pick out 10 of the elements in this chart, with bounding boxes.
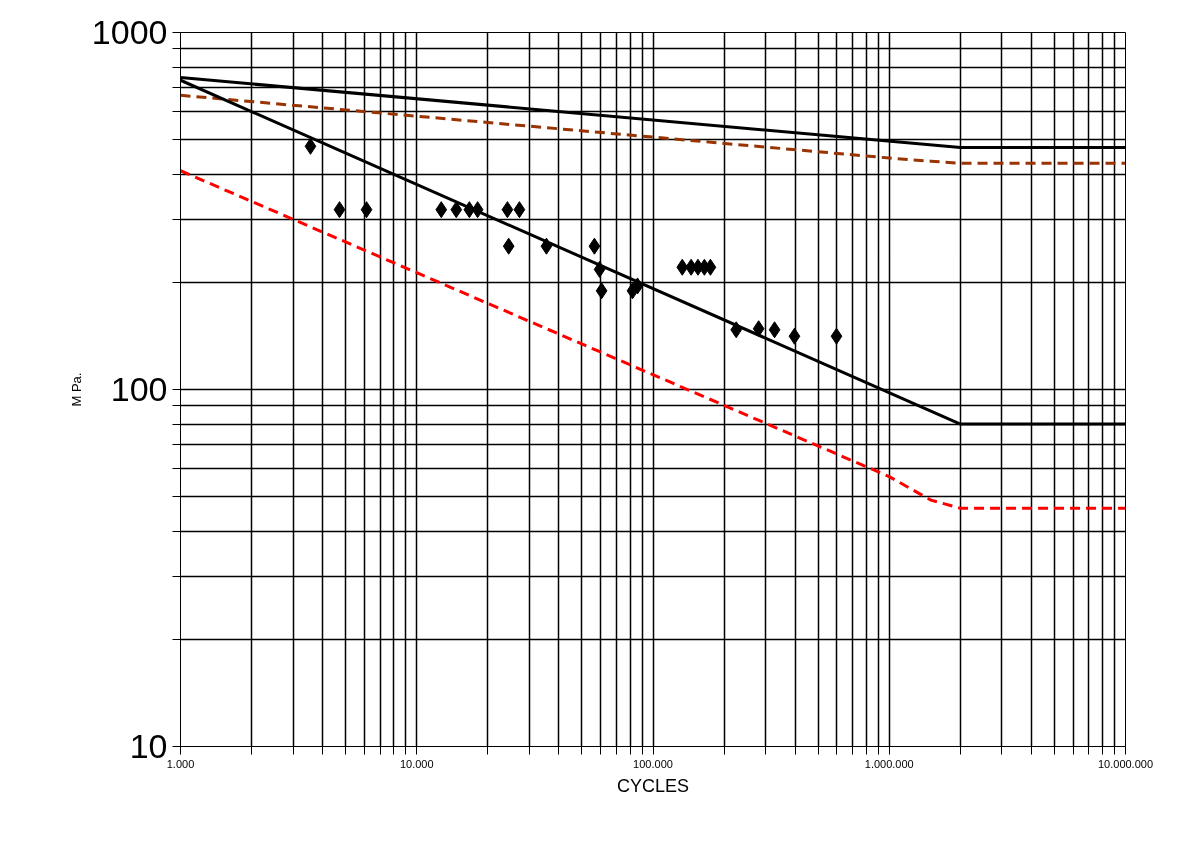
y-axis-title: M Pa. (68, 372, 84, 407)
x-axis-title: CYCLES (616, 775, 690, 796)
y-tick-label: 10 (129, 727, 168, 765)
x-tick-label: 1.000 (166, 757, 195, 770)
y-tick-label: 100 (110, 370, 168, 408)
x-tick-label: 1.000.000 (864, 757, 914, 770)
x-tick-label: 100.000 (633, 757, 673, 770)
y-tick-label: 1000 (91, 13, 168, 51)
x-tick-label: 10.000 (399, 757, 434, 770)
x-tick-label: 10.000.000 (1097, 757, 1154, 770)
